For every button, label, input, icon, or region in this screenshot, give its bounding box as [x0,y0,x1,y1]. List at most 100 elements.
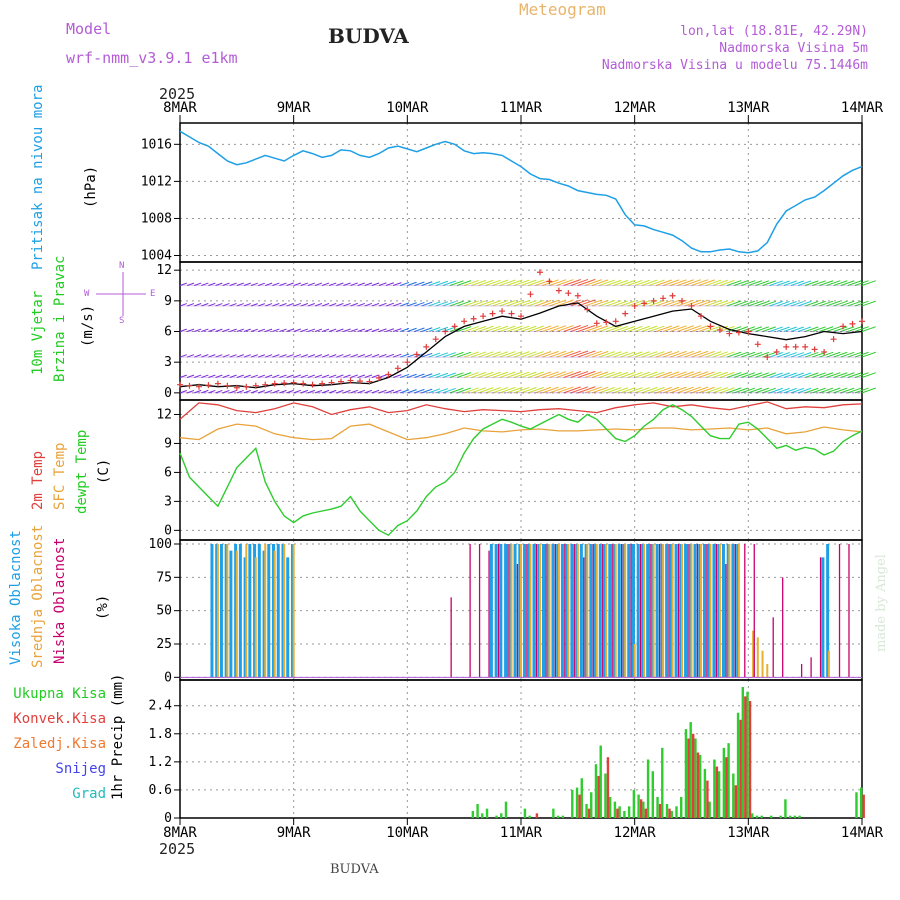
wind-barb [485,387,501,394]
wind-barb [606,371,622,378]
precip-bar [696,752,700,818]
gust-marker [821,348,828,355]
wind-barb [705,386,722,394]
precip-bar [481,813,484,818]
wind-barb [591,350,609,358]
wind-barb [400,302,410,307]
wind-barb [627,387,643,394]
wind-barb [506,371,523,378]
precip-bar [736,712,740,818]
wind-barb [748,300,763,307]
precip-bar [692,733,695,818]
wind-barb [371,389,380,394]
wind-barb [329,303,337,307]
time-tick-label-bottom: 13MAR [727,825,770,841]
dewpt-temp-line [179,404,863,537]
wind-barb [314,328,323,332]
wind-barb [812,351,826,358]
wind-barb [549,386,567,394]
wind-barb [854,387,869,394]
wind-barb [272,328,280,332]
wind-barb [648,300,665,307]
sfc-temp-label: SFC Temp [52,442,68,510]
y-tick-label: 1012 [141,174,172,189]
wind-label-1: 10m Vjetar [30,290,46,375]
gust-marker [792,343,799,350]
wind-barb [392,389,402,394]
gust-marker [612,318,619,325]
wind-barb [357,302,366,307]
wind-barb [400,389,410,394]
wind-barb [769,280,783,286]
wind-barb [471,371,487,378]
precip-bar [727,743,730,818]
precip-bar [627,806,631,818]
precip-bar [770,815,773,818]
precip-bar [578,794,581,818]
wind-barb [847,387,862,394]
gust-marker [735,329,742,336]
wind-barb [570,299,589,307]
wind-barb [300,303,309,307]
legend-snow: Snijeg [55,761,106,777]
precip-bar [665,803,669,818]
precip-bar [597,775,600,818]
y-tick-label: 0 [164,811,172,826]
wind-barb [712,351,728,358]
wind-barb [321,303,330,307]
gust-marker [394,365,401,372]
wind-barb [606,351,622,358]
wind-barb [250,328,258,332]
wind-barb [719,351,735,358]
wind-barb [790,280,804,286]
wind-barb [272,303,280,307]
wind-barb [620,371,636,378]
wind-barb [442,387,456,394]
wind-barb [662,325,680,332]
gust-marker [508,310,515,317]
precip-bar [668,808,671,818]
wind-barb [719,371,735,378]
wind-barb [179,389,187,394]
wind-barb [194,354,202,358]
gust-marker [366,378,373,385]
wind-barb [606,387,622,394]
y-tick-label: 9 [164,294,172,309]
wind-barb [201,282,209,286]
wind-barb [670,386,687,394]
wind-barb [535,325,552,332]
cloud-unit: (%) [95,594,111,620]
gust-marker [404,359,411,366]
gust-marker [338,378,345,385]
wind-barb [286,389,294,394]
gust-marker [214,380,221,387]
wind-barb [215,303,223,307]
wind-barb [428,327,441,332]
wind-barb [286,354,294,358]
time-tick-label-top: 9MAR [277,100,311,116]
wind-barb [492,351,509,358]
wind-barb [641,325,658,332]
precip-bar [860,787,863,818]
wind-barb [577,350,596,358]
wind-barb [492,386,509,394]
wind-barb [861,300,876,307]
wind-barb [527,279,544,286]
wind-barb [179,303,187,307]
wind-barb [634,279,650,286]
wind-barb [826,387,841,394]
wind-barb [442,372,456,378]
wind-barb [769,387,783,394]
y-tick-label: 100 [149,537,172,552]
wind-barb [321,374,330,378]
wind-barb [236,374,244,378]
model-elevation-label: Nadmorska Visina u modelu 75.1446m [601,58,868,73]
gust-marker [233,384,240,391]
wind-barb [613,351,629,358]
wind-barb [257,303,266,307]
wind-barb [783,326,797,332]
wind-barb [179,328,187,332]
wind-barb [648,386,665,394]
wind-barb [691,386,709,394]
